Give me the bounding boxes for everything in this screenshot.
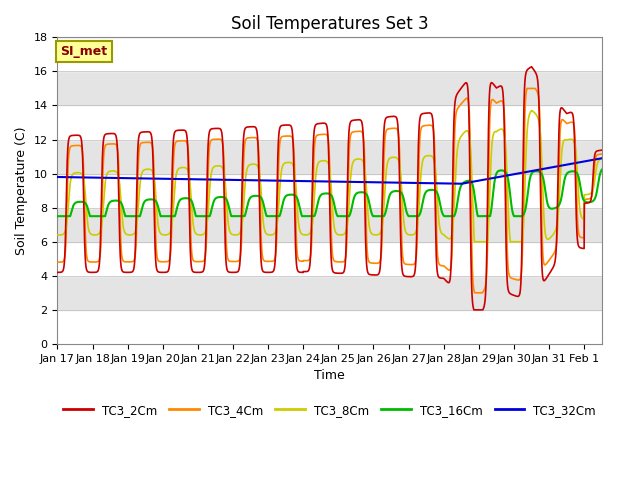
Bar — [58, 72, 602, 106]
Bar — [58, 242, 602, 276]
Legend: TC3_2Cm, TC3_4Cm, TC3_8Cm, TC3_16Cm, TC3_32Cm: TC3_2Cm, TC3_4Cm, TC3_8Cm, TC3_16Cm, TC3… — [58, 399, 601, 421]
Bar — [58, 174, 602, 208]
Text: SI_met: SI_met — [60, 45, 108, 58]
Y-axis label: Soil Temperature (C): Soil Temperature (C) — [15, 126, 28, 255]
Bar — [58, 310, 602, 344]
Bar — [58, 106, 602, 140]
X-axis label: Time: Time — [314, 369, 345, 382]
Bar — [58, 208, 602, 242]
Bar — [58, 37, 602, 72]
Title: Soil Temperatures Set 3: Soil Temperatures Set 3 — [231, 15, 428, 33]
Bar — [58, 140, 602, 174]
Bar — [58, 3, 602, 37]
Bar — [58, 276, 602, 310]
